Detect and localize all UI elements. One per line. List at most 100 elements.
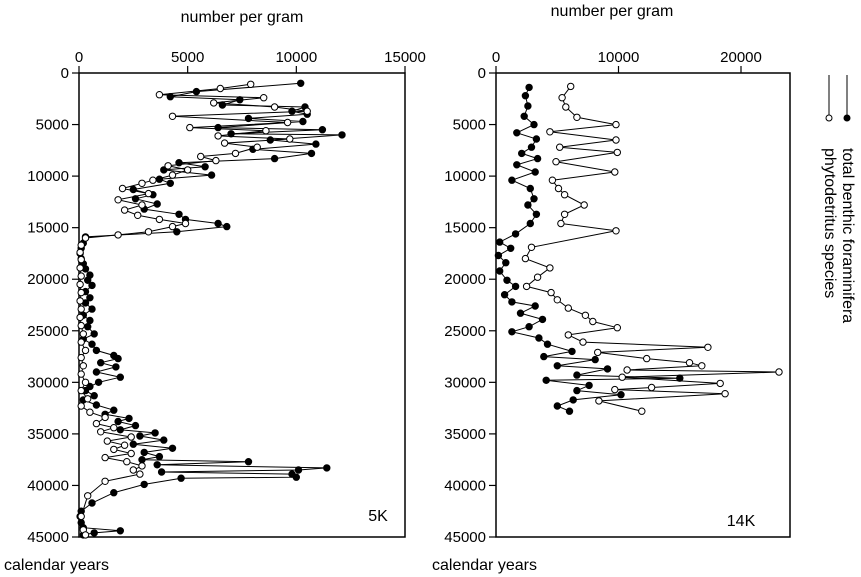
data-point-total-benthic-foraminifera	[114, 354, 122, 363]
data-point-total-benthic-foraminifera	[129, 185, 138, 194]
data-point-phytodetritus-species	[81, 234, 90, 242]
data-point-phytodetritus-species	[79, 330, 88, 338]
data-point-total-benthic-foraminifera	[151, 429, 159, 437]
y-tick-label: 35000	[444, 426, 486, 443]
data-point-phytodetritus-species	[92, 419, 101, 428]
data-point-total-benthic-foraminifera	[496, 267, 504, 275]
y-tick-label: 40000	[444, 477, 486, 494]
series-line-total-benthic-foraminifera	[497, 87, 680, 412]
data-point-total-benthic-foraminifera	[116, 373, 125, 381]
data-point-phytodetritus-species	[716, 379, 724, 388]
data-point-total-benthic-foraminifera	[508, 298, 516, 306]
data-point-total-benthic-foraminifera	[543, 340, 552, 348]
data-point-phytodetritus-species	[181, 219, 190, 228]
data-point-phytodetritus-species	[521, 254, 530, 263]
data-point-total-benthic-foraminifera	[526, 219, 534, 228]
data-point-total-benthic-foraminifera	[513, 129, 521, 137]
data-point-total-benthic-foraminifera	[138, 456, 146, 464]
data-point-total-benthic-foraminifera	[508, 176, 516, 184]
data-point-total-benthic-foraminifera	[173, 228, 181, 236]
chart-panel-5k: 0 5000 10000 15000 0 5000 10000 15000 20000 25000…	[4, 9, 426, 574]
data-point-total-benthic-foraminifera	[568, 347, 576, 356]
data-point-total-benthic-foraminifera	[573, 386, 581, 395]
data-point-total-benthic-foraminifera	[521, 92, 530, 100]
data-point-total-benthic-foraminifera	[516, 309, 525, 317]
data-point-total-benthic-foraminifera	[494, 251, 503, 260]
data-point-phytodetritus-species	[101, 453, 109, 462]
data-point-total-benthic-foraminifera	[535, 334, 543, 342]
data-point-phytodetritus-species	[581, 311, 590, 319]
data-point-total-benthic-foraminifera	[116, 426, 125, 434]
data-point-total-benthic-foraminifera	[136, 432, 144, 440]
data-point-total-benthic-foraminifera	[157, 468, 166, 476]
data-point-phytodetritus-species	[81, 346, 90, 355]
data-point-total-benthic-foraminifera	[502, 259, 510, 267]
data-point-phytodetritus-species	[704, 343, 712, 351]
data-point-total-benthic-foraminifera	[131, 195, 140, 203]
data-point-phytodetritus-species	[210, 99, 218, 107]
data-point-phytodetritus-species	[553, 296, 561, 304]
x-tick-label: 10000	[275, 49, 317, 66]
data-point-total-benthic-foraminifera	[603, 365, 612, 373]
data-point-total-benthic-foraminifera	[110, 406, 118, 414]
data-point-total-benthic-foraminifera	[88, 305, 96, 313]
data-point-total-benthic-foraminifera	[573, 371, 581, 379]
data-point-total-benthic-foraminifera	[88, 499, 96, 507]
data-point-total-benthic-foraminifera	[92, 401, 101, 409]
data-point-phytodetritus-species	[522, 282, 531, 291]
data-point-total-benthic-foraminifera	[513, 161, 521, 169]
data-point-total-benthic-foraminifera	[531, 168, 539, 176]
data-point-total-benthic-foraminifera	[553, 362, 561, 370]
data-point-phytodetritus-species	[77, 338, 85, 346]
data-point-phytodetritus-species	[77, 402, 85, 410]
legend: total benthic foraminifera phytodetritus…	[821, 75, 856, 323]
data-point-phytodetritus-species	[589, 317, 597, 326]
data-point-phytodetritus-species	[647, 383, 656, 392]
data-point-phytodetritus-species	[197, 152, 205, 161]
series-line-phytodetritus-species	[524, 86, 780, 412]
y-tick-label: 25000	[27, 323, 69, 340]
data-point-total-benthic-foraminifera	[140, 448, 148, 457]
data-point-phytodetritus-species	[168, 112, 177, 121]
data-point-phytodetritus-species	[527, 243, 536, 252]
data-point-phytodetritus-species	[138, 462, 146, 470]
data-point-phytodetritus-species	[77, 386, 85, 395]
data-point-phytodetritus-species	[76, 297, 84, 305]
y-tick-label: 10000	[444, 168, 486, 185]
data-point-phytodetritus-species	[611, 168, 619, 176]
data-point-total-benthic-foraminifera	[175, 210, 183, 219]
data-point-phytodetritus-species	[303, 107, 311, 115]
x-axis-title: number per gram	[551, 3, 674, 20]
data-point-phytodetritus-species	[623, 366, 631, 374]
data-point-phytodetritus-species	[77, 272, 85, 280]
data-point-total-benthic-foraminifera	[591, 355, 599, 364]
data-point-total-benthic-foraminifera	[585, 381, 593, 390]
y-tick-label: 25000	[444, 323, 486, 340]
data-point-phytodetritus-species	[77, 305, 85, 313]
x-tick-label: 0	[75, 49, 83, 66]
data-point-phytodetritus-species	[231, 149, 240, 158]
data-point-phytodetritus-species	[638, 407, 646, 415]
data-point-total-benthic-foraminifera	[318, 126, 327, 134]
data-point-phytodetritus-species	[247, 80, 255, 89]
data-point-total-benthic-foraminifera	[90, 392, 98, 400]
data-point-total-benthic-foraminifera	[503, 276, 511, 284]
data-point-total-benthic-foraminifera	[533, 154, 542, 163]
data-point-total-benthic-foraminifera	[524, 102, 532, 110]
y-tick-label: 30000	[444, 374, 486, 391]
data-point-total-benthic-foraminifera	[297, 79, 305, 88]
data-point-phytodetritus-species	[110, 445, 118, 454]
data-point-total-benthic-foraminifera	[553, 402, 561, 410]
data-point-total-benthic-foraminifera	[94, 378, 103, 386]
y-axis-title: calendar years	[4, 557, 109, 574]
data-point-phytodetritus-species	[138, 201, 146, 209]
data-point-phytodetritus-species	[86, 408, 94, 416]
data-point-phytodetritus-species	[253, 143, 261, 151]
data-point-phytodetritus-species	[76, 264, 84, 272]
data-point-total-benthic-foraminifera	[542, 376, 550, 384]
data-point-total-benthic-foraminifera	[84, 323, 92, 331]
data-point-phytodetritus-species	[127, 433, 135, 441]
data-point-phytodetritus-species	[554, 184, 563, 193]
y-tick-label: 5000	[453, 117, 486, 134]
